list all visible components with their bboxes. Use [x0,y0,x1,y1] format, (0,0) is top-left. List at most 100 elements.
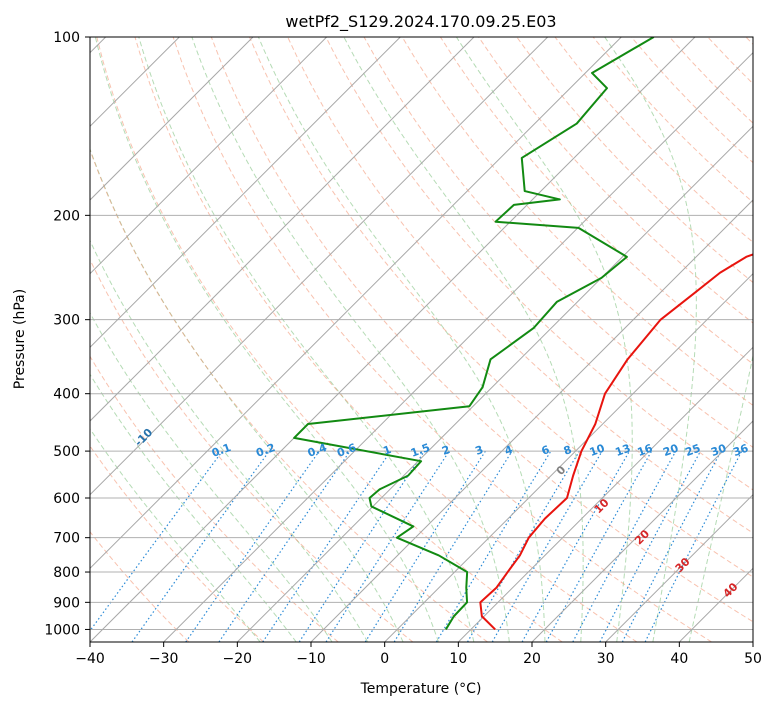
profile-series [293,37,753,631]
isotherm-line [236,125,753,642]
mixing-ratio-label: 0.6 [335,441,358,460]
mixing-ratio-label: 0.4 [306,441,329,460]
dry-adiabat-line [90,445,264,642]
plot-frame [89,36,754,643]
mixing-ratio-line [325,450,450,642]
x-axis-ticks: −40 −30 −20 −10 0 10 20 30 40 50 [75,642,762,667]
moist-adiabat-line [604,37,697,642]
dry-adiabat-line [96,37,563,642]
y-tick-label: 300 [53,313,80,329]
isotherm-line [90,37,401,349]
isotherm-line [457,346,753,642]
moist-adiabat-line [90,311,333,642]
isotherm-line [90,37,696,642]
moist-adiabat-line [94,37,439,642]
mixing-ratio-line [185,450,320,642]
x-tick-label: −40 [75,651,105,667]
isotherm-line [90,37,549,496]
isotherm-line [90,37,328,275]
dry-adiabat-line [90,148,488,642]
x-tick-label: −10 [296,651,326,667]
isotherm-line [384,272,753,642]
dry-adiabat-line [439,37,753,365]
dry-adiabat-line [516,37,753,284]
mixing-ratio-label: 36 [731,442,750,460]
dry-adiabat-line [210,37,753,623]
x-tick-label: 40 [670,651,688,667]
moist-adiabat-line [90,373,297,642]
mixing-ratio-label: 0.1 [210,441,233,460]
moist-adiabat-line [688,353,753,642]
mixing-ratio-label: 3 [473,443,485,458]
y-tick-label: 700 [53,531,80,547]
moist-adiabat-line [257,37,546,642]
temperature-profile-line [479,253,753,631]
moist-adiabat-line [90,427,261,642]
mixing-ratio-line [298,450,425,642]
pressure-gridlines [90,37,753,630]
x-axis-label: Temperature (°C) [360,681,482,697]
mixing-ratio-line [644,450,743,642]
isotherm-line [531,420,753,642]
moist-adiabat-line [343,37,584,642]
y-axis-label: Pressure (hPa) [12,289,28,389]
mixing-ratio-label: 0.2 [254,441,277,460]
y-tick-label: 1000 [44,622,80,638]
mixing-ratio-label: 1 [381,443,393,458]
x-tick-label: −20 [223,651,253,667]
mixing-ratio-label: 4 [503,443,515,458]
x-tick-label: 20 [523,651,541,667]
isotherm-line [90,37,254,201]
mixing-ratio-label: 30 [709,442,728,460]
y-tick-label: 500 [53,444,80,460]
x-tick-label: 50 [744,651,762,667]
x-tick-label: 30 [597,651,615,667]
mixing-ratio-label: 1.5 [409,441,432,460]
y-tick-label: 800 [53,565,80,581]
y-tick-label: 100 [53,30,80,46]
dry-adiabat-line [401,37,753,406]
mixing-ratio-label: 8 [562,443,574,458]
isotherm-line [90,37,475,422]
mixing-ratio-line [521,450,631,642]
mixing-ratio-label: 20 [661,442,680,460]
dewpoint-profile-line [293,37,655,630]
mixing-ratio-line [572,450,677,642]
skewed-isotherms [90,37,753,642]
dry-adiabat-line [90,355,339,642]
isotherm-line [163,51,753,642]
x-tick-label: −30 [149,651,179,667]
isotherm-line [605,493,753,642]
y-tick-label: 600 [53,491,80,507]
dry-adiabat-line [325,37,753,491]
mixing-ratio-lines [90,450,743,642]
mixing-ratio-line [262,450,392,642]
mixing-ratio-line [90,450,223,632]
moist-adiabat-line [90,239,369,642]
isotherm-line [310,199,753,642]
mixing-ratio-label: 2 [440,443,452,458]
y-tick-label: 400 [53,387,80,403]
dry-adiabat-line [90,531,190,642]
mixing-ratio-line [545,450,653,642]
mixing-ratio-label: 6 [540,443,552,458]
mixing-ratio-label: 16 [636,442,655,460]
x-tick-label: 0 [380,651,389,667]
moist-adiabat-line [191,37,510,642]
moist-adiabat-line [138,37,475,642]
chart-title: wetPf2_S129.2024.170.09.25.E03 [285,12,556,32]
mixing-ratio-labels: 0.1 0.2 0.4 0.6 1 1.5 2 3 4 6 8 10 13 16 20 25 30 36 [210,441,750,460]
mixing-ratio-label: 13 [613,442,632,459]
y-tick-label: 200 [53,208,80,224]
mixing-ratio-line [218,450,351,642]
dry-adiabat-line [172,37,712,642]
dry-adiabat-line [249,37,753,578]
mixing-ratio-line [393,450,513,642]
x-tick-label: 10 [449,651,467,667]
dry-adiabat-line [134,37,638,642]
mixing-ratio-label: 25 [683,442,702,459]
isotherm-line [90,37,622,570]
mixing-ratio-line [131,450,270,642]
